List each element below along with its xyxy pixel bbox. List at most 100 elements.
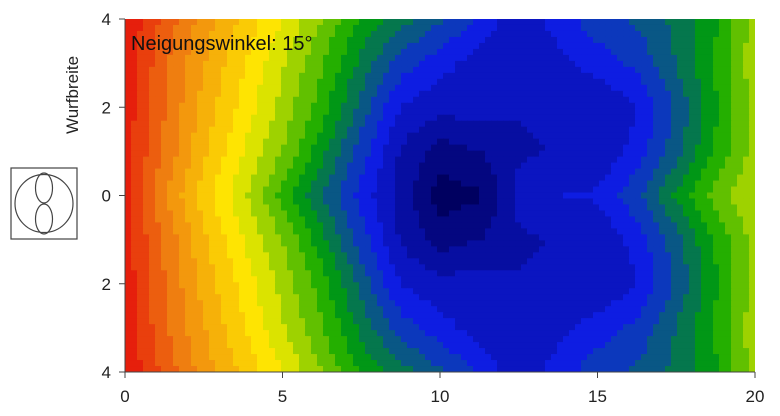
heatmap-cell xyxy=(239,114,246,122)
heatmap-cell xyxy=(527,204,534,212)
heatmap-cell xyxy=(587,174,594,182)
heatmap-cell xyxy=(653,60,660,68)
heatmap-cell xyxy=(599,144,606,152)
heatmap-cell xyxy=(503,162,510,170)
heatmap-cell xyxy=(515,210,522,218)
heatmap-cell xyxy=(173,96,180,104)
heatmap-cell xyxy=(425,264,432,271)
heatmap-cell xyxy=(749,78,755,86)
heatmap-cell xyxy=(269,156,276,164)
heatmap-cell xyxy=(599,240,606,247)
heatmap-cell xyxy=(209,48,216,56)
heatmap-cell xyxy=(719,198,726,206)
heatmap-cell xyxy=(167,96,174,104)
heatmap-cell xyxy=(275,78,282,86)
heatmap-cell xyxy=(383,114,390,122)
heatmap-cell xyxy=(227,288,234,295)
heatmap-cell xyxy=(599,48,606,56)
heatmap-cell xyxy=(515,96,522,104)
heatmap-cell xyxy=(239,150,246,158)
heatmap-cell xyxy=(191,234,198,241)
heatmap-cell xyxy=(347,216,354,224)
heatmap-cell xyxy=(533,228,540,235)
heatmap-cell xyxy=(257,108,264,116)
heatmap-cell xyxy=(347,108,354,116)
heatmap-cell xyxy=(659,60,666,68)
heatmap-cell xyxy=(407,210,414,218)
heatmap-cell xyxy=(527,276,534,283)
heatmap-cell xyxy=(551,234,558,241)
heatmap-cell xyxy=(257,156,264,164)
heatmap-cell xyxy=(221,108,228,116)
heatmap-cell xyxy=(701,264,708,271)
heatmap-cell xyxy=(473,132,480,140)
heatmap-cell xyxy=(299,66,306,74)
heatmap-cell xyxy=(329,48,336,56)
heatmap-cell xyxy=(491,174,498,182)
heatmap-cell xyxy=(707,108,714,116)
heatmap-cell xyxy=(749,72,755,80)
heatmap-cell xyxy=(227,234,234,241)
heatmap-cell xyxy=(671,19,678,26)
heatmap-cell xyxy=(569,96,576,104)
heatmap-cell xyxy=(689,156,696,164)
heatmap-cell xyxy=(629,186,636,194)
heatmap-cell xyxy=(473,162,480,170)
heatmap-cell xyxy=(161,186,168,194)
heatmap-cell xyxy=(371,258,378,265)
heatmap-cell xyxy=(623,24,630,32)
heatmap-cell xyxy=(653,192,660,200)
heatmap-cell xyxy=(131,90,138,98)
heatmap-cell xyxy=(167,19,174,26)
heatmap-cell xyxy=(551,210,558,218)
heatmap-cell xyxy=(581,270,588,277)
heatmap-cell xyxy=(683,150,690,158)
heatmap-cell xyxy=(587,84,594,92)
heatmap-cell xyxy=(341,198,348,206)
heatmap-cell xyxy=(299,90,306,98)
heatmap-cell xyxy=(233,150,240,158)
heatmap-cell xyxy=(629,174,636,182)
heatmap-cell xyxy=(569,276,576,283)
heatmap-cell xyxy=(587,114,594,122)
heatmap-cell xyxy=(371,300,378,307)
heatmap-cell xyxy=(389,36,396,44)
heatmap-cell xyxy=(575,276,582,283)
heatmap-cell xyxy=(545,180,552,188)
heatmap-cell xyxy=(383,120,390,128)
heatmap-cell xyxy=(491,84,498,92)
heatmap-cell xyxy=(677,216,684,224)
heatmap-cell xyxy=(347,156,354,164)
heatmap-cell xyxy=(749,126,755,134)
heatmap-cell xyxy=(581,150,588,158)
heatmap-cell xyxy=(545,162,552,170)
heatmap-cell xyxy=(647,228,654,235)
heatmap-cell xyxy=(479,276,486,283)
heatmap-cell xyxy=(125,132,132,140)
heatmap-cell xyxy=(257,126,264,134)
heatmap-cell xyxy=(629,108,636,116)
heatmap-cell xyxy=(587,36,594,44)
heatmap-cell xyxy=(239,174,246,182)
heatmap-cell xyxy=(713,96,720,104)
heatmap-cell xyxy=(581,78,588,86)
heatmap-cell xyxy=(719,132,726,140)
heatmap-cell xyxy=(635,66,642,74)
heatmap-cell xyxy=(311,66,318,74)
heatmap-cell xyxy=(239,24,246,32)
heatmap-cell xyxy=(617,276,624,283)
heatmap-cell xyxy=(527,42,534,50)
heatmap-cell xyxy=(467,276,474,283)
heatmap-cell xyxy=(359,168,366,176)
heatmap-cell xyxy=(215,186,222,194)
heatmap-cell xyxy=(347,180,354,188)
heatmap-cell xyxy=(467,270,474,277)
heatmap-cell xyxy=(251,294,258,301)
heatmap-cell xyxy=(677,144,684,152)
heatmap-cell xyxy=(125,228,132,235)
heatmap-cell xyxy=(563,216,570,224)
heatmap-cell xyxy=(425,72,432,80)
heatmap-cell xyxy=(461,72,468,80)
heatmap-cell xyxy=(611,168,618,176)
heatmap-cell xyxy=(605,102,612,110)
